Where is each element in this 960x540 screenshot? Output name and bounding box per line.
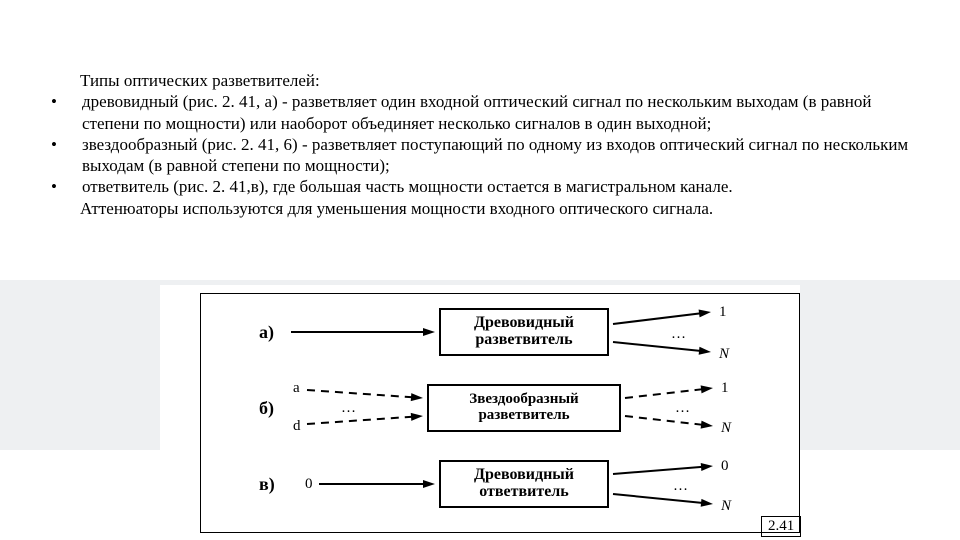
edge-label: 0 [721, 458, 729, 475]
edge-label: 1 [721, 380, 729, 397]
row-label-2: в) [259, 474, 275, 495]
bullet-2: • звездообразный (рис. 2. 41, 6) - разве… [40, 134, 920, 177]
splitter-box-0: Древовидныйразветвитель [439, 308, 609, 356]
edge-label: N [721, 498, 731, 515]
figure-container: а) Древовидныйразветвитель 1 N … б) Звездообра… [160, 285, 800, 535]
edge-label: d [293, 418, 301, 435]
splitter-box-1: Звездообразныйразветвитель [427, 384, 621, 432]
edge-label: 0 [305, 476, 313, 493]
figure-frame: а) Древовидныйразветвитель 1 N … б) Звездообра… [200, 293, 800, 533]
row-label-1: б) [259, 398, 274, 419]
splitter-box-2: Древовидныйответвитель [439, 460, 609, 508]
row-label-0: а) [259, 322, 274, 343]
edge-label: a [293, 380, 300, 397]
edge-label: … [341, 400, 356, 417]
edge-label: … [671, 326, 686, 343]
description-text: Типы оптических разветвителей: • древови… [40, 70, 920, 219]
figure-number: 2.41 [761, 516, 801, 537]
edge-label: … [675, 400, 690, 417]
edge-label: … [673, 478, 688, 495]
edge-label: 1 [719, 304, 727, 321]
edge-label: N [721, 420, 731, 437]
bullet-1: • древовидный (рис. 2. 41, а) - разветвл… [40, 91, 920, 134]
title: Типы оптических разветвителей: [40, 70, 920, 91]
footer-text: Аттенюаторы используются для уменьшения … [40, 198, 920, 219]
edge-label: N [719, 346, 729, 363]
bullet-3: • ответвитель (рис. 2. 41,в), где больша… [40, 176, 920, 197]
